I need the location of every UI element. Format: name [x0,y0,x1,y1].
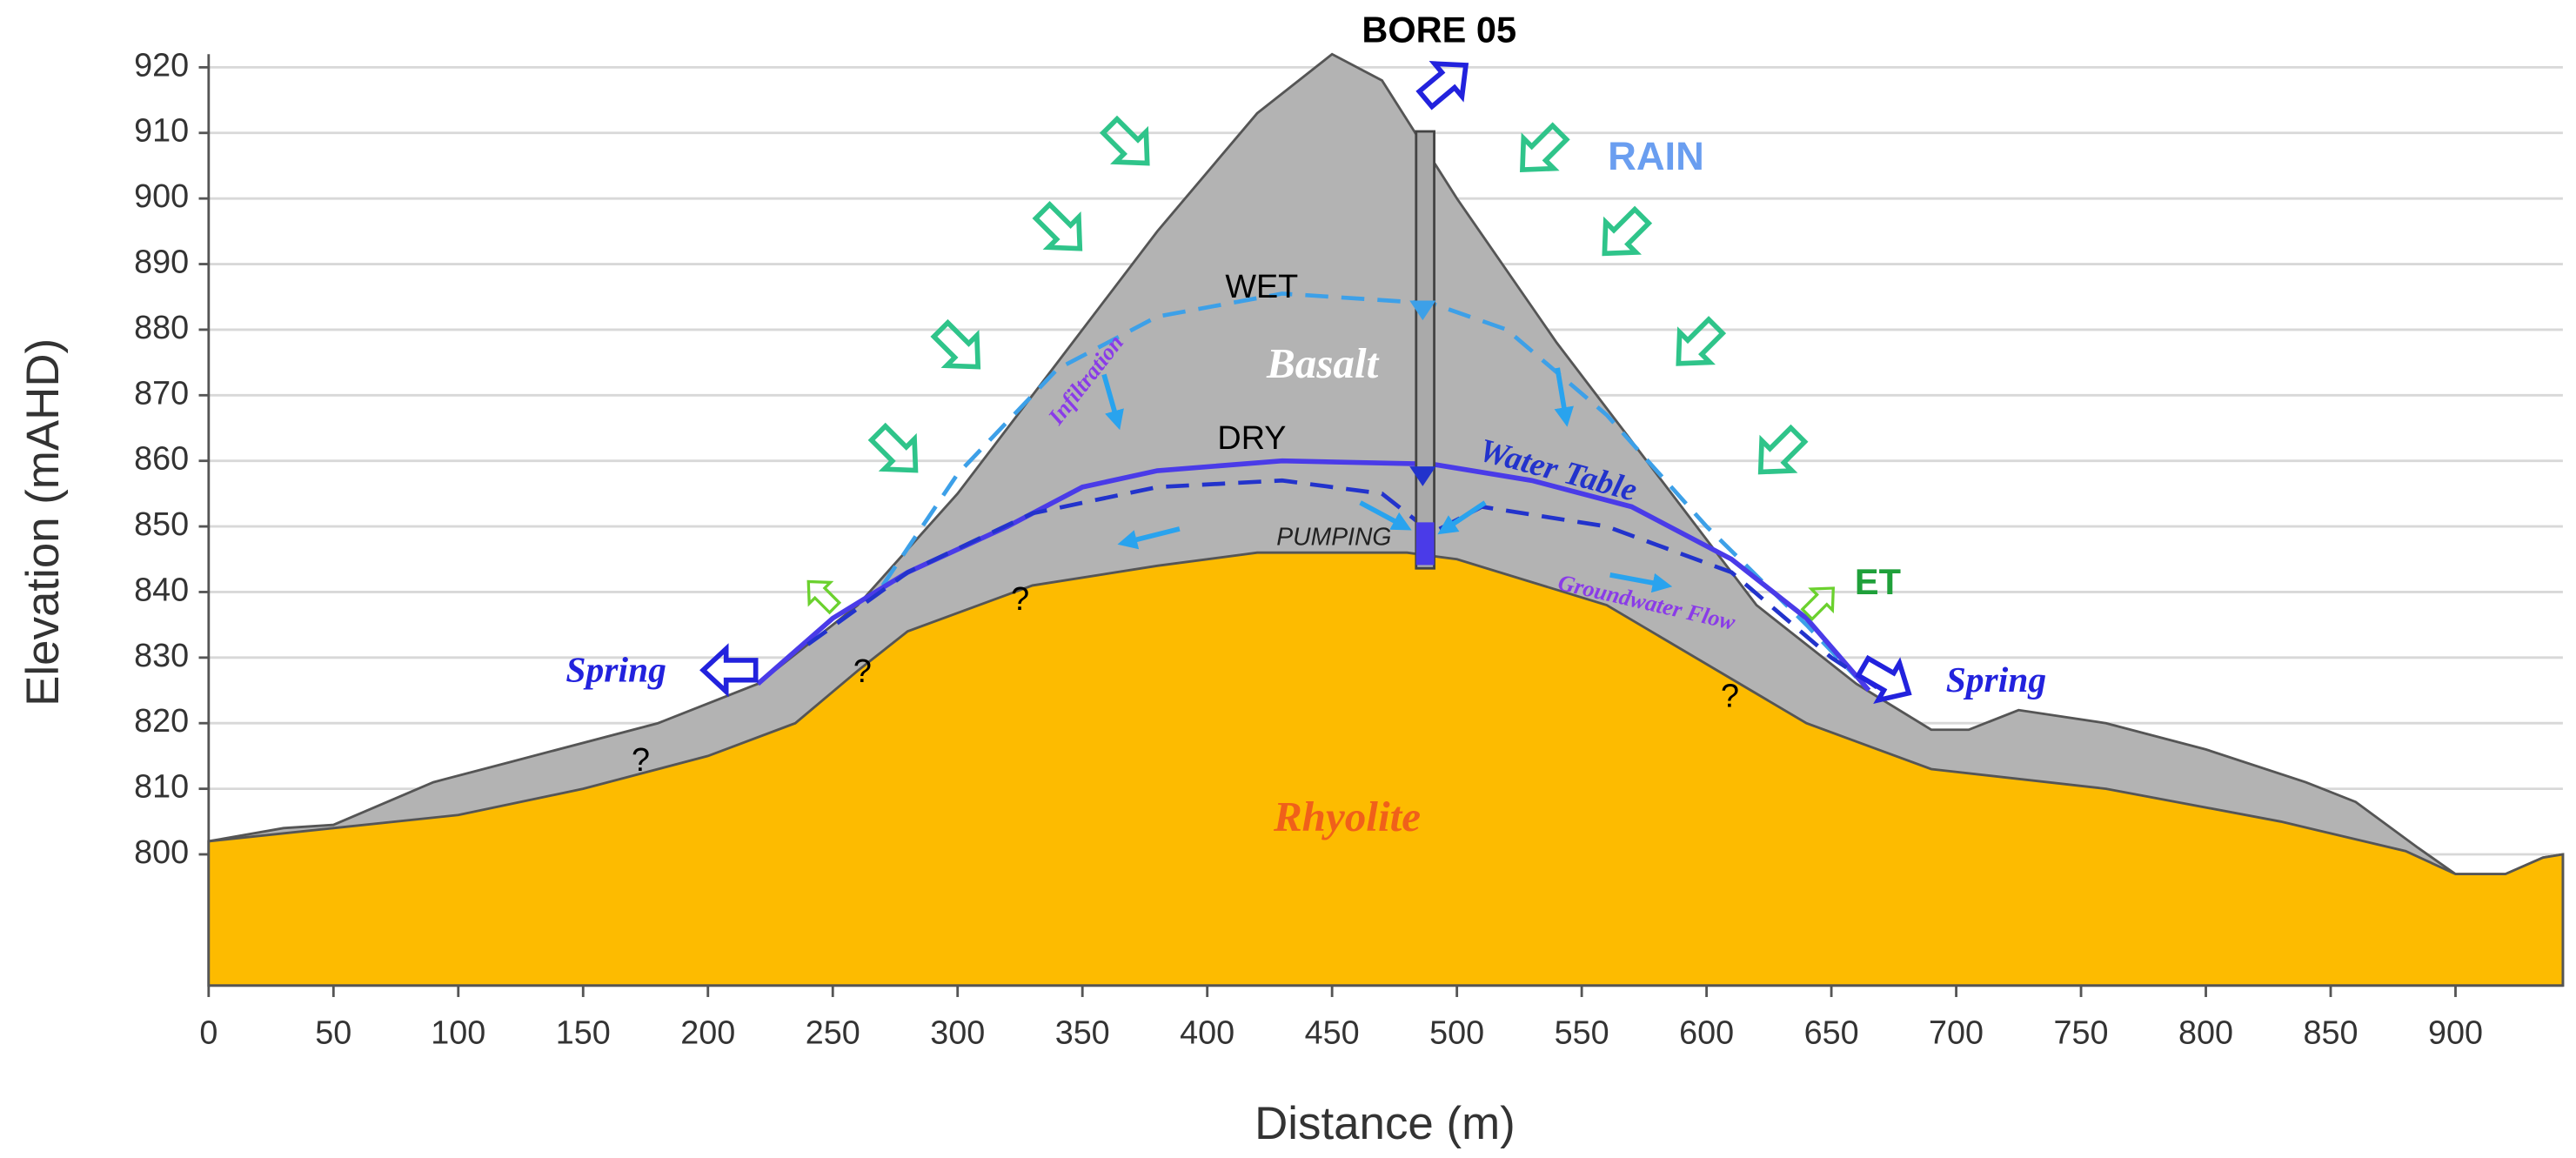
areas [207,52,2565,987]
bore [1409,130,1436,570]
x-tick-label: 350 [1055,1014,1110,1051]
y-tick-label: 820 [134,703,189,740]
unknown-mark: ? [1011,581,1029,618]
bore-shaft [1415,130,1435,570]
y-tick-label: 810 [134,769,189,806]
y-tick-label: 900 [134,178,189,215]
line [806,478,1883,693]
flow-arrow [1117,526,1181,550]
area [207,551,2565,987]
rain-arrow [1027,197,1094,264]
x-tick-label: 450 [1305,1014,1360,1051]
x-tick-label: 300 [930,1014,985,1051]
y-tick-label: 860 [134,441,189,478]
y-axis-label: Elevation (mAHD) [17,338,69,706]
x-tick-label: 200 [680,1014,735,1051]
x-tick-label: 800 [2178,1014,2233,1051]
chart-title: BORE 05 [1362,10,1516,50]
x-tick-label: 750 [2054,1014,2109,1051]
y-tick-label: 880 [134,310,189,346]
y-tick-label: 910 [134,113,189,150]
y-tick-label: 800 [134,834,189,871]
x-tick-label: 900 [2428,1014,2483,1051]
x-tick-label: 850 [2304,1014,2359,1051]
x-tick-label: 150 [556,1014,611,1051]
unknown-mark: ? [632,742,650,779]
y-tick-label: 840 [134,572,189,608]
unknown-mark: ? [1721,678,1739,714]
flow-arrow [1359,500,1412,531]
x-tick-label: 650 [1804,1014,1859,1051]
x-tick-label: 700 [1929,1014,1984,1051]
pump [1415,522,1435,566]
y-tick-label: 890 [134,244,189,281]
unknown-mark: ? [853,653,872,690]
y-tick-label: 830 [134,638,189,674]
rain-arrow [1508,117,1575,184]
flow-arrows [1101,367,1673,593]
y-tick-label: 850 [134,506,189,543]
rain-arrow [1745,419,1812,486]
flow-arrow [1437,500,1487,535]
x-tick-label: 600 [1679,1014,1734,1051]
spring-label: Spring [1946,659,2046,699]
x-tick-label: 400 [1180,1014,1234,1051]
rain-arrow [1663,311,1730,378]
x-tick-label: 50 [315,1014,351,1051]
y-tick-label: 870 [134,375,189,412]
x-tick-label: 550 [1555,1014,1609,1051]
x-tick-label: 250 [806,1014,860,1051]
rain-arrow [1095,110,1162,177]
rain-arrow [863,418,930,485]
rhyolite-label: Rhyolite [1273,793,1421,840]
dry-level-marker [1409,466,1436,486]
wet-level-marker [1409,300,1436,321]
flow-arrow [1101,373,1124,431]
bore-arrow [1412,49,1480,115]
rain-arrow [926,315,993,382]
et-arrow [796,569,846,620]
spring-arrow [703,649,755,692]
dry-label: DRY [1217,420,1286,457]
rain-arrow [1589,201,1656,268]
rain-label: RAIN [1608,134,1704,178]
flow-arrow [1609,572,1673,593]
et-label: ET [1855,561,1901,602]
x-tick-label: 500 [1429,1014,1484,1051]
spring-label: Spring [565,650,666,690]
x-tick-label: 100 [431,1014,485,1051]
flow-arrow [1554,367,1574,427]
pumping-label: PUMPING [1276,524,1391,552]
y-tick-label: 920 [134,47,189,84]
wet-label: WET [1225,269,1298,305]
x-tick-label: 0 [199,1014,217,1051]
x-axis-label: Distance (m) [1255,1098,1515,1149]
basalt-label: Basalt [1266,339,1380,387]
